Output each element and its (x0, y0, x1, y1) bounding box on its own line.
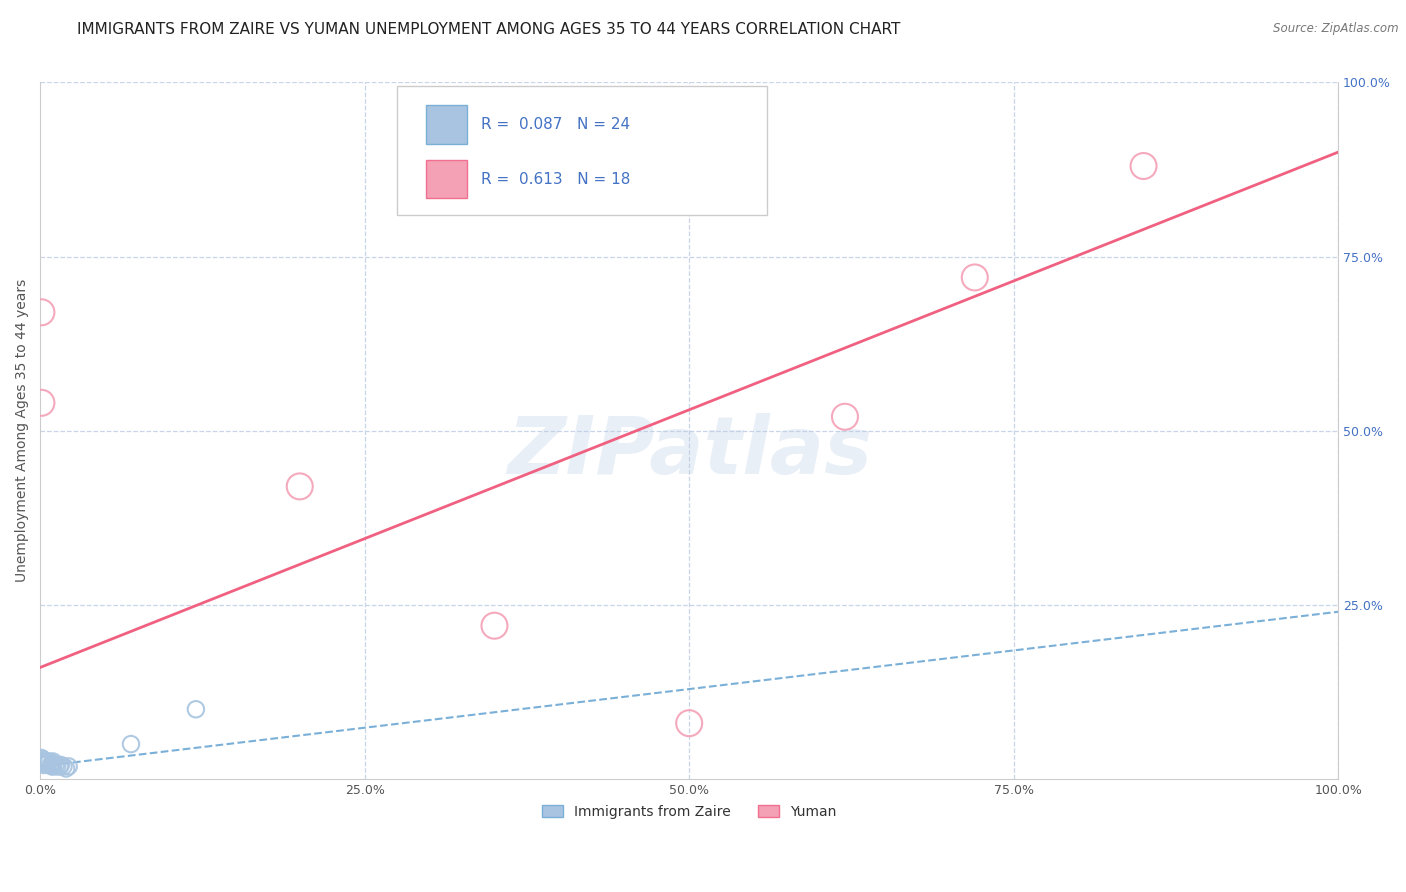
Point (120, 737, 142, 751)
Point (35, 756, 58, 770)
Point (184, 702, 207, 716)
Legend: Immigrants from Zaire, Yuman: Immigrants from Zaire, Yuman (536, 799, 842, 824)
Point (963, 270, 986, 285)
Text: R =  0.087   N = 24: R = 0.087 N = 24 (481, 117, 631, 132)
Point (49, 758, 72, 772)
Bar (426, 105, 467, 144)
Point (678, 716, 700, 731)
Point (42, 755, 65, 769)
FancyBboxPatch shape (396, 86, 768, 215)
Point (32, 758, 55, 772)
Text: Source: ZipAtlas.com: Source: ZipAtlas.com (1274, 22, 1399, 36)
Point (32, 754, 55, 768)
Point (288, 479, 311, 493)
Point (30, 396, 52, 410)
Text: R =  0.613   N = 18: R = 0.613 N = 18 (481, 171, 631, 186)
Point (55, 762, 77, 776)
Text: ZIPatlas: ZIPatlas (506, 413, 872, 491)
Point (34, 755, 56, 769)
Text: IMMIGRANTS FROM ZAIRE VS YUMAN UNEMPLOYMENT AMONG AGES 35 TO 44 YEARS CORRELATIO: IMMIGRANTS FROM ZAIRE VS YUMAN UNEMPLOYM… (77, 22, 901, 37)
Point (52, 759, 75, 773)
Point (31, 752, 53, 766)
Point (42, 756, 65, 771)
Bar (426, 160, 467, 198)
Point (484, 618, 506, 632)
Point (38, 755, 60, 769)
Point (42, 759, 65, 773)
Point (58, 759, 80, 773)
Point (1132, 159, 1154, 173)
Point (30, 755, 52, 769)
Point (39, 758, 62, 772)
Point (834, 409, 856, 424)
Point (37, 756, 59, 771)
Point (45, 758, 67, 772)
Point (30, 305, 52, 319)
Point (31, 756, 53, 771)
Y-axis label: Unemployment Among Ages 35 to 44 years: Unemployment Among Ages 35 to 44 years (15, 279, 30, 582)
Point (46, 759, 69, 773)
Point (48, 759, 70, 773)
Point (41, 759, 63, 773)
Point (30, 751, 52, 765)
